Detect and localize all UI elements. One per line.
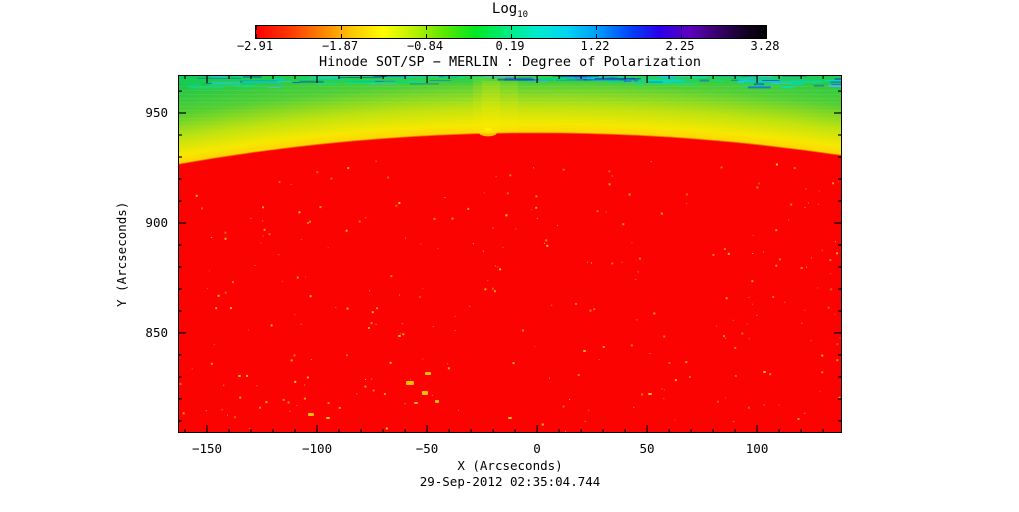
- y-tick-label: 950: [145, 105, 168, 121]
- colorbar-tick: [256, 34, 257, 38]
- colorbar-tick: [596, 26, 597, 30]
- colorbar: [255, 25, 767, 39]
- polarization-map: [0, 75, 1019, 512]
- colorbar-tick: [766, 26, 767, 30]
- colorbar-tick: [426, 34, 427, 38]
- y-axis-label: Y (Arcseconds): [114, 201, 129, 307]
- x-tick-label: 100: [745, 441, 769, 456]
- plot-title: Hinode SOT/SP − MERLIN : Degree of Polar…: [318, 54, 701, 70]
- colorbar-tick-label: 0.19: [495, 39, 525, 53]
- colorbar-tick-label: −1.87: [321, 39, 359, 53]
- colorbar-tick: [511, 26, 512, 30]
- colorbar-tick: [426, 26, 427, 30]
- colorbar-tick: [341, 34, 342, 38]
- colorbar-tick-label: 3.28: [750, 39, 780, 53]
- y-tick-label: 850: [145, 324, 168, 340]
- colorbar-tick: [766, 34, 767, 38]
- x-tick-label: −50: [415, 441, 439, 456]
- colorbar-tick: [511, 34, 512, 38]
- colorbar-tick: [341, 26, 342, 30]
- colorbar-tick: [596, 34, 597, 38]
- x-axis-label: X (Arcseconds): [457, 458, 563, 473]
- x-tick-label: −150: [191, 441, 223, 456]
- y-tick-label: 900: [145, 214, 168, 230]
- colorbar-tick: [256, 26, 257, 30]
- colorbar-tick-label: 1.22: [580, 39, 610, 53]
- colorbar-tick: [681, 34, 682, 38]
- x-tick-label: 0: [533, 441, 541, 456]
- colorbar-tick-label: 2.25: [665, 39, 695, 53]
- colorbar-title: Log10: [491, 1, 529, 20]
- timestamp: 29-Sep-2012 02:35:04.744: [419, 474, 601, 489]
- x-tick-label: 50: [639, 441, 655, 456]
- colorbar-tick-label: −0.84: [406, 39, 444, 53]
- x-tick-label: −100: [301, 441, 333, 456]
- colorbar-tick: [681, 26, 682, 30]
- colorbar-tick-label: −2.91: [236, 39, 274, 53]
